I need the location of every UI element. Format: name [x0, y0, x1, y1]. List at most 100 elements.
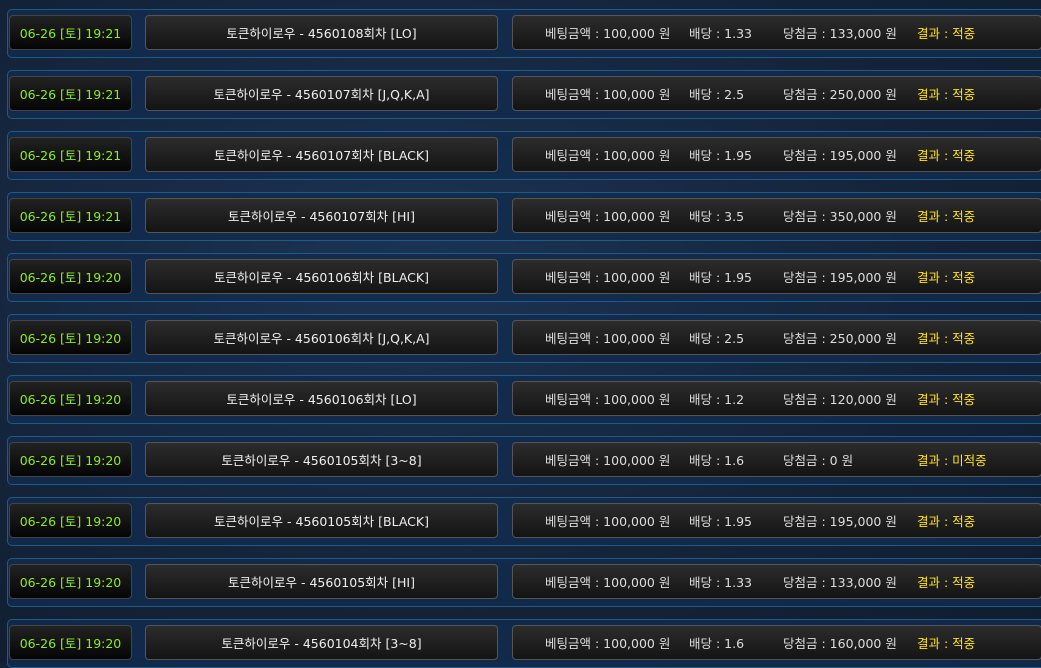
result-label: 결과 : — [917, 270, 953, 285]
bet-label: 베팅금액 : — [545, 453, 604, 468]
currency: 원 — [654, 87, 671, 102]
currency: 원 — [881, 392, 897, 407]
bet-value: 100,000 — [603, 209, 655, 224]
currency: 원 — [881, 26, 897, 41]
odds-label: 배당 : — [689, 87, 725, 102]
odds-label: 배당 : — [689, 331, 725, 346]
bet-game-title[interactable]: 토큰하이로우 - 4560105회차 [HI] — [145, 564, 498, 599]
currency: 원 — [654, 270, 671, 285]
odds-label: 배당 : — [689, 270, 725, 285]
odds: 배당 : 1.33 — [689, 23, 752, 42]
bet-label: 베팅금액 : — [545, 270, 604, 285]
bet-game-title[interactable]: 토큰하이로우 - 4560106회차 [BLACK] — [145, 259, 498, 294]
currency: 원 — [881, 331, 897, 346]
odds-label: 배당 : — [689, 636, 725, 651]
bet-value: 100,000 — [603, 453, 655, 468]
bet-date: 06-26 [토] 19:20 — [9, 320, 132, 355]
bet-game-title[interactable]: 토큰하이로우 - 4560107회차 [HI] — [145, 198, 498, 233]
bet-info-panel: 베팅금액 : 100,000 원 배당 : 1.95 당첨금 : 195,000… — [512, 259, 1041, 294]
odds-value: 1.6 — [724, 453, 745, 468]
odds-label: 배당 : — [689, 148, 725, 163]
odds-value: 2.5 — [724, 87, 745, 102]
bet-amount: 베팅금액 : 100,000 원 — [545, 84, 670, 103]
bet-value: 100,000 — [603, 331, 655, 346]
bet-label: 베팅금액 : — [545, 87, 604, 102]
bet-value: 100,000 — [603, 148, 655, 163]
bet-result: 결과 : 적중 — [917, 328, 975, 347]
win-label: 당첨금 : — [783, 331, 830, 346]
bet-label: 베팅금액 : — [545, 331, 604, 346]
bet-result: 결과 : 적중 — [917, 267, 975, 286]
bet-value: 100,000 — [603, 26, 655, 41]
win-value: 250,000 — [829, 331, 882, 346]
currency: 원 — [881, 270, 897, 285]
odds: 배당 : 1.95 — [689, 145, 752, 164]
odds-label: 배당 : — [689, 392, 725, 407]
bet-amount: 베팅금액 : 100,000 원 — [545, 23, 670, 42]
bet-info-panel: 베팅금액 : 100,000 원 배당 : 1.2 당첨금 : 120,000 … — [512, 381, 1041, 416]
bet-history-row: 06-26 [토] 19:20 토큰하이로우 - 4560105회차 [3~8]… — [7, 436, 1041, 485]
win-label: 당첨금 : — [783, 453, 830, 468]
result-label: 결과 : — [917, 514, 953, 529]
currency: 원 — [654, 636, 671, 651]
bet-amount: 베팅금액 : 100,000 원 — [545, 145, 670, 164]
odds-value: 1.33 — [724, 575, 753, 590]
result-value: 적중 — [952, 636, 976, 651]
win-label: 당첨금 : — [783, 87, 830, 102]
bet-result: 결과 : 적중 — [917, 145, 975, 164]
bet-game-title[interactable]: 토큰하이로우 - 4560105회차 [BLACK] — [145, 503, 498, 538]
bet-history-row: 06-26 [토] 19:20 토큰하이로우 - 4560106회차 [LO] … — [7, 375, 1041, 424]
bet-info-panel: 베팅금액 : 100,000 원 배당 : 1.6 당첨금 : 0 원 결과 :… — [512, 442, 1041, 477]
bet-date: 06-26 [토] 19:21 — [9, 137, 132, 172]
odds-label: 배당 : — [689, 575, 725, 590]
currency: 원 — [881, 636, 897, 651]
bet-info-panel: 베팅금액 : 100,000 원 배당 : 3.5 당첨금 : 350,000 … — [512, 198, 1041, 233]
bet-value: 100,000 — [603, 270, 655, 285]
odds: 배당 : 1.2 — [689, 389, 744, 408]
odds-value: 3.5 — [724, 209, 745, 224]
currency: 원 — [654, 392, 671, 407]
win-amount: 당첨금 : 195,000 원 — [783, 145, 897, 164]
odds-label: 배당 : — [689, 209, 725, 224]
currency: 원 — [654, 331, 671, 346]
odds-value: 1.33 — [724, 26, 753, 41]
bet-game-title[interactable]: 토큰하이로우 - 4560106회차 [LO] — [145, 381, 498, 416]
win-value: 195,000 — [829, 148, 882, 163]
bet-amount: 베팅금액 : 100,000 원 — [545, 572, 670, 591]
bet-game-title[interactable]: 토큰하이로우 - 4560105회차 [3~8] — [145, 442, 498, 477]
bet-history-row: 06-26 [토] 19:20 토큰하이로우 - 4560105회차 [HI] … — [7, 558, 1041, 607]
bet-date: 06-26 [토] 19:20 — [9, 564, 132, 599]
currency: 원 — [654, 148, 671, 163]
win-amount: 당첨금 : 350,000 원 — [783, 206, 897, 225]
bet-date: 06-26 [토] 19:20 — [9, 259, 132, 294]
result-label: 결과 : — [917, 87, 953, 102]
win-amount: 당첨금 : 120,000 원 — [783, 389, 897, 408]
win-label: 당첨금 : — [783, 575, 830, 590]
bet-result: 결과 : 적중 — [917, 633, 975, 652]
odds-value: 1.95 — [724, 514, 753, 529]
bet-game-title[interactable]: 토큰하이로우 - 4560104회차 [3~8] — [145, 625, 498, 660]
win-value: 195,000 — [829, 270, 882, 285]
bet-info-panel: 베팅금액 : 100,000 원 배당 : 1.95 당첨금 : 195,000… — [512, 503, 1041, 538]
bet-amount: 베팅금액 : 100,000 원 — [545, 206, 670, 225]
odds-value: 1.95 — [724, 148, 753, 163]
bet-game-title[interactable]: 토큰하이로우 - 4560107회차 [BLACK] — [145, 137, 498, 172]
bet-history-row: 06-26 [토] 19:21 토큰하이로우 - 4560107회차 [BLAC… — [7, 131, 1041, 180]
bet-game-title[interactable]: 토큰하이로우 - 4560107회차 [J,Q,K,A] — [145, 76, 498, 111]
win-label: 당첨금 : — [783, 636, 830, 651]
win-value: 160,000 — [829, 636, 882, 651]
bet-game-title[interactable]: 토큰하이로우 - 4560106회차 [J,Q,K,A] — [145, 320, 498, 355]
result-label: 결과 : — [917, 209, 953, 224]
currency: 원 — [837, 453, 854, 468]
bet-game-title[interactable]: 토큰하이로우 - 4560108회차 [LO] — [145, 15, 498, 50]
bet-history-row: 06-26 [토] 19:20 토큰하이로우 - 4560104회차 [3~8]… — [7, 619, 1041, 668]
bet-result: 결과 : 적중 — [917, 572, 975, 591]
bet-value: 100,000 — [603, 87, 655, 102]
bet-date: 06-26 [토] 19:20 — [9, 503, 132, 538]
odds: 배당 : 3.5 — [689, 206, 744, 225]
bet-date: 06-26 [토] 19:20 — [9, 381, 132, 416]
bet-date: 06-26 [토] 19:20 — [9, 442, 132, 477]
result-label: 결과 : — [917, 636, 953, 651]
bet-history-row: 06-26 [토] 19:20 토큰하이로우 - 4560106회차 [J,Q,… — [7, 314, 1041, 363]
bet-label: 베팅금액 : — [545, 575, 604, 590]
